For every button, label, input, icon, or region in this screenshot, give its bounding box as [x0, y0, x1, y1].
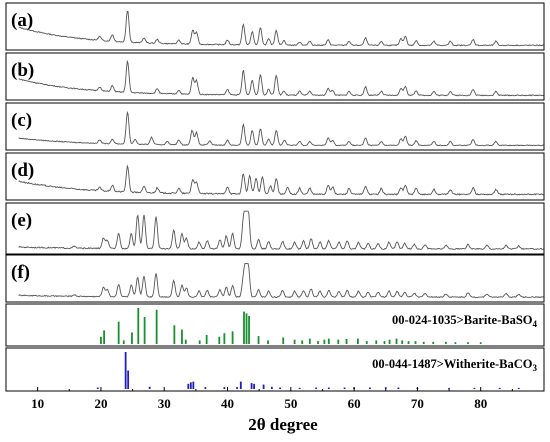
reference-panel-2: 00-044-1487>Witherite-BaCO3: [5, 347, 545, 392]
x-tick-label: 60: [348, 396, 361, 411]
panel-f: (f): [5, 254, 545, 303]
x-tick-label: 30: [158, 396, 171, 411]
reference-name: 00-044-1487>Witherite-BaCO: [372, 357, 533, 371]
panel-label: (f): [11, 262, 30, 283]
x-tick-label: 50: [284, 396, 297, 411]
panel-frame: [5, 254, 545, 303]
x-tick-label: 40: [221, 396, 234, 411]
panel-frame: [5, 202, 545, 255]
panel-c: (c): [5, 102, 545, 151]
reference-panels: 00-024-1035>Barite-BaSO4 00-044-1487>With…: [5, 303, 545, 392]
pattern-curve: [18, 59, 544, 97]
reference-subscript: 4: [533, 319, 538, 329]
panel-label: (d): [11, 160, 34, 181]
panel-label: (a): [11, 10, 33, 31]
panel-frame: [5, 52, 545, 101]
panel-frame: [5, 2, 545, 51]
reference-subscript: 3: [533, 363, 538, 373]
pattern-curve: [18, 210, 544, 251]
panel-label: (e): [11, 210, 32, 231]
reference-frame: [5, 347, 545, 392]
x-tick-label: 80: [474, 396, 487, 411]
reference-name: 00-024-1035>Barite-BaSO: [392, 313, 533, 327]
x-tick-label: 20: [94, 396, 107, 411]
reference-label: 00-044-1487>Witherite-BaCO3: [372, 357, 537, 373]
x-axis-title: 2θ degree: [248, 415, 318, 434]
panel-e: (e): [5, 202, 545, 255]
x-axis: 10 20 30 40 50 60 70 80: [31, 387, 513, 411]
pattern-curve: [18, 164, 544, 196]
reference-label: 00-024-1035>Barite-BaSO4: [392, 313, 537, 329]
reference-frame: [5, 303, 545, 347]
panel-b: (b): [5, 52, 545, 101]
panel-d: (d): [5, 152, 545, 201]
x-tick-label: 10: [31, 396, 44, 411]
panel-label: (b): [11, 60, 34, 81]
pattern-curve: [18, 10, 544, 47]
panel-frame: [5, 102, 545, 151]
panel-frame: [5, 152, 545, 201]
x-tick-label: 70: [411, 396, 424, 411]
panel-a: (a): [5, 2, 545, 51]
pattern-curve: [18, 262, 544, 299]
pattern-panels: (a) (b) (c) (d) (e) (f): [5, 2, 545, 303]
reference-panel-1: 00-024-1035>Barite-BaSO4: [5, 303, 545, 347]
panel-label: (c): [11, 110, 32, 131]
pattern-curve: [18, 110, 544, 147]
